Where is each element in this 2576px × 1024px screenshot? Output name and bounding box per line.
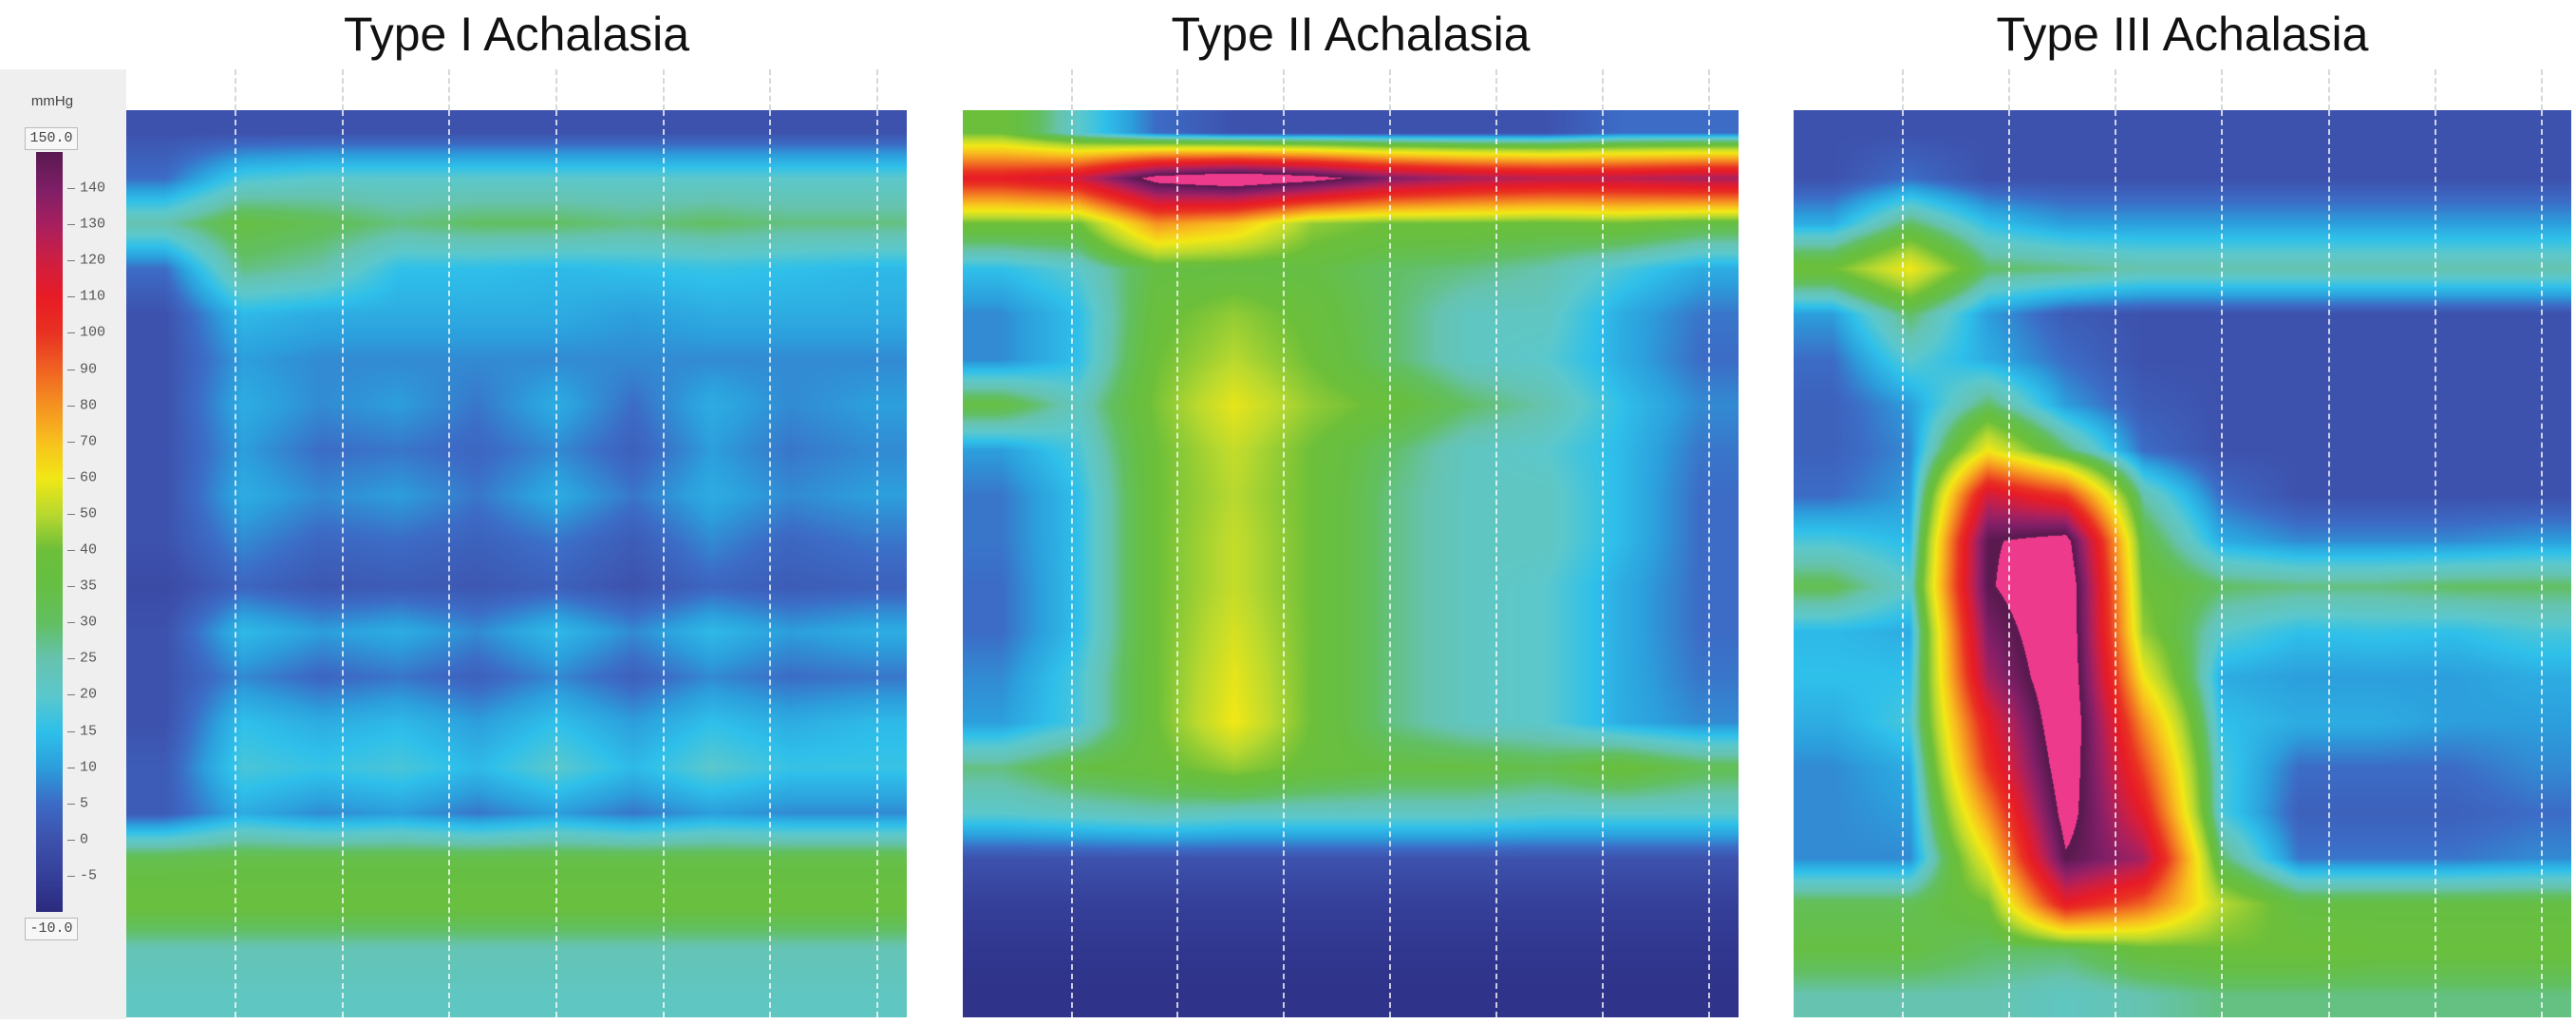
colorbar-tick-label: 130 bbox=[80, 216, 106, 233]
time-tick bbox=[1283, 69, 1286, 110]
time-tick bbox=[769, 69, 772, 110]
colorbar-tick-label: 40 bbox=[80, 541, 98, 559]
time-gridline bbox=[2327, 110, 2330, 1017]
time-tick bbox=[2327, 69, 2330, 110]
time-tick bbox=[341, 69, 344, 110]
heatmap-canvas bbox=[963, 110, 1739, 1017]
panel-title-type-3: Type III Achalasia bbox=[1996, 8, 2369, 61]
time-gridline bbox=[1602, 110, 1605, 1017]
colorbar-tick bbox=[67, 550, 75, 552]
colorbar-unit-label: mmHg bbox=[30, 93, 74, 109]
colorbar-tick bbox=[67, 477, 75, 479]
colorbar-tick bbox=[67, 622, 75, 624]
heatmap-type-3 bbox=[1794, 110, 2571, 1017]
colorbar-max-label: 150.0 bbox=[25, 127, 78, 150]
colorbar-tick-label: 0 bbox=[80, 831, 89, 848]
time-tick bbox=[1708, 69, 1711, 110]
colorbar-tick bbox=[67, 803, 75, 805]
colorbar-tick bbox=[67, 694, 75, 696]
colorbar-tick-label: 70 bbox=[80, 433, 98, 450]
colorbar-tick bbox=[67, 839, 75, 841]
time-tick bbox=[1495, 69, 1498, 110]
colorbar-tick-label: 25 bbox=[80, 650, 98, 667]
time-gridline bbox=[1070, 110, 1073, 1017]
time-tick bbox=[2434, 69, 2436, 110]
colorbar-tick bbox=[67, 188, 75, 190]
colorbar-tick bbox=[67, 730, 75, 732]
time-gridline bbox=[1389, 110, 1392, 1017]
time-gridline bbox=[555, 110, 558, 1017]
time-gridline bbox=[875, 110, 878, 1017]
heatmap-type-2 bbox=[963, 110, 1739, 1017]
time-tick bbox=[1070, 69, 1073, 110]
colorbar-tick bbox=[67, 405, 75, 407]
time-gridline bbox=[2434, 110, 2436, 1017]
time-tick bbox=[2115, 69, 2117, 110]
time-tick bbox=[662, 69, 665, 110]
time-tick bbox=[2541, 69, 2544, 110]
colorbar-tick-label: 5 bbox=[80, 795, 89, 812]
colorbar-panel bbox=[0, 69, 126, 1019]
time-tick bbox=[1901, 69, 1904, 110]
colorbar-tick bbox=[67, 332, 75, 334]
panel-title-type-1: Type I Achalasia bbox=[343, 8, 690, 61]
time-tick bbox=[235, 69, 237, 110]
colorbar-tick-label: 120 bbox=[80, 252, 106, 269]
time-gridline bbox=[1901, 110, 1904, 1017]
colorbar-tick-label: 50 bbox=[80, 505, 98, 522]
time-tick bbox=[1389, 69, 1392, 110]
time-tick bbox=[1176, 69, 1179, 110]
colorbar-tick-label: -5 bbox=[80, 867, 98, 884]
time-gridline bbox=[341, 110, 344, 1017]
colorbar-tick bbox=[67, 224, 75, 226]
heatmap-canvas bbox=[126, 110, 907, 1017]
time-tick bbox=[2221, 69, 2224, 110]
colorbar-tick-label: 110 bbox=[80, 288, 106, 305]
colorbar bbox=[36, 152, 63, 912]
panel-title-type-2: Type II Achalasia bbox=[1171, 8, 1531, 61]
time-gridline bbox=[448, 110, 451, 1017]
colorbar-tick-label: 90 bbox=[80, 361, 98, 378]
time-tick bbox=[448, 69, 451, 110]
colorbar-tick-label: 100 bbox=[80, 324, 106, 341]
heatmap-type-1 bbox=[126, 110, 907, 1017]
colorbar-tick-label: 60 bbox=[80, 469, 98, 486]
colorbar-tick-label: 15 bbox=[80, 723, 98, 740]
time-gridline bbox=[2008, 110, 2011, 1017]
colorbar-tick bbox=[67, 441, 75, 443]
time-gridline bbox=[2115, 110, 2117, 1017]
time-gridline bbox=[2541, 110, 2544, 1017]
colorbar-tick bbox=[67, 875, 75, 877]
colorbar-tick-label: 20 bbox=[80, 686, 98, 703]
time-tick bbox=[875, 69, 878, 110]
colorbar-tick bbox=[67, 513, 75, 515]
time-gridline bbox=[2221, 110, 2224, 1017]
time-tick bbox=[1602, 69, 1605, 110]
colorbar-tick-label: 80 bbox=[80, 397, 98, 414]
colorbar-tick-label: 10 bbox=[80, 759, 98, 776]
colorbar-tick-label: 35 bbox=[80, 578, 98, 595]
time-gridline bbox=[1283, 110, 1286, 1017]
colorbar-tick bbox=[67, 586, 75, 588]
colorbar-tick-label: 30 bbox=[80, 614, 98, 631]
colorbar-tick bbox=[67, 260, 75, 262]
time-tick bbox=[2008, 69, 2011, 110]
colorbar-min-label: -10.0 bbox=[25, 918, 78, 940]
time-gridline bbox=[235, 110, 237, 1017]
time-gridline bbox=[662, 110, 665, 1017]
time-tick bbox=[555, 69, 558, 110]
time-gridline bbox=[1495, 110, 1498, 1017]
time-gridline bbox=[1708, 110, 1711, 1017]
time-gridline bbox=[769, 110, 772, 1017]
colorbar-tick bbox=[67, 296, 75, 298]
colorbar-tick-label: 140 bbox=[80, 180, 106, 197]
heatmap-canvas bbox=[1794, 110, 2571, 1017]
colorbar-tick bbox=[67, 658, 75, 660]
time-gridline bbox=[1176, 110, 1179, 1017]
